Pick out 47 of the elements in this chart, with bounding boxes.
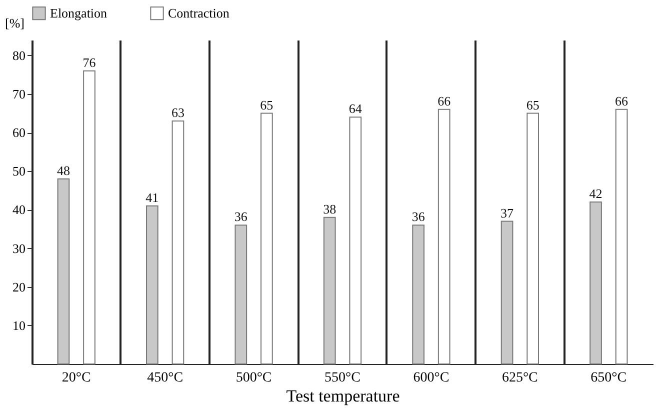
- bar: [438, 108, 450, 364]
- bar: [260, 112, 273, 364]
- data-label: 66: [615, 93, 629, 108]
- x-tick-label: 500°C: [236, 370, 272, 386]
- bar: [615, 108, 628, 364]
- data-label: 65: [260, 97, 274, 112]
- bar: [234, 224, 248, 364]
- bar: [323, 216, 336, 364]
- data-label: 36: [234, 209, 248, 224]
- data-label: 64: [348, 101, 362, 116]
- bar: [57, 178, 70, 364]
- data-label: 66: [438, 93, 452, 108]
- legend-label: Elongation: [50, 5, 108, 20]
- bar: [172, 120, 184, 364]
- x-tick-label: 600°C: [413, 370, 450, 386]
- data-label: 63: [171, 105, 184, 120]
- bar: [83, 70, 96, 364]
- data-label: 36: [412, 209, 426, 224]
- data-label: 65: [526, 97, 540, 112]
- bar: [590, 202, 602, 364]
- x-tick-label: 650°C: [590, 370, 627, 386]
- data-label: 42: [589, 186, 602, 201]
- data-label: 38: [323, 201, 336, 216]
- legend-label: Contraction: [168, 5, 230, 20]
- y-tick-label: 40: [12, 202, 26, 218]
- y-tick-label: 50: [12, 164, 26, 179]
- bar: [500, 220, 514, 364]
- data-label: 76: [82, 54, 96, 70]
- data-label: 48: [56, 162, 70, 178]
- y-tick-label: 80: [12, 48, 26, 63]
- x-tick-label: 625°C: [502, 370, 538, 386]
- bar: [146, 205, 158, 364]
- y-tick-label: 30: [12, 240, 26, 256]
- x-tick-label: 20°C: [62, 370, 91, 386]
- x-tick-label: 550°C: [324, 370, 360, 386]
- y-tick-label: 10: [12, 318, 26, 333]
- data-label: 41: [146, 190, 159, 205]
- data-label: 37: [500, 205, 514, 220]
- bar: [412, 224, 424, 364]
- bar: [349, 116, 362, 364]
- bar: [526, 112, 539, 364]
- y-tick-label: 20: [12, 279, 26, 294]
- x-tick-label: 450°C: [147, 370, 184, 386]
- y-axis-title: [%]: [5, 16, 24, 30]
- y-tick-label: 60: [12, 125, 26, 140]
- y-tick-label: 70: [12, 86, 26, 102]
- x-axis-title: Test temperature: [286, 386, 400, 406]
